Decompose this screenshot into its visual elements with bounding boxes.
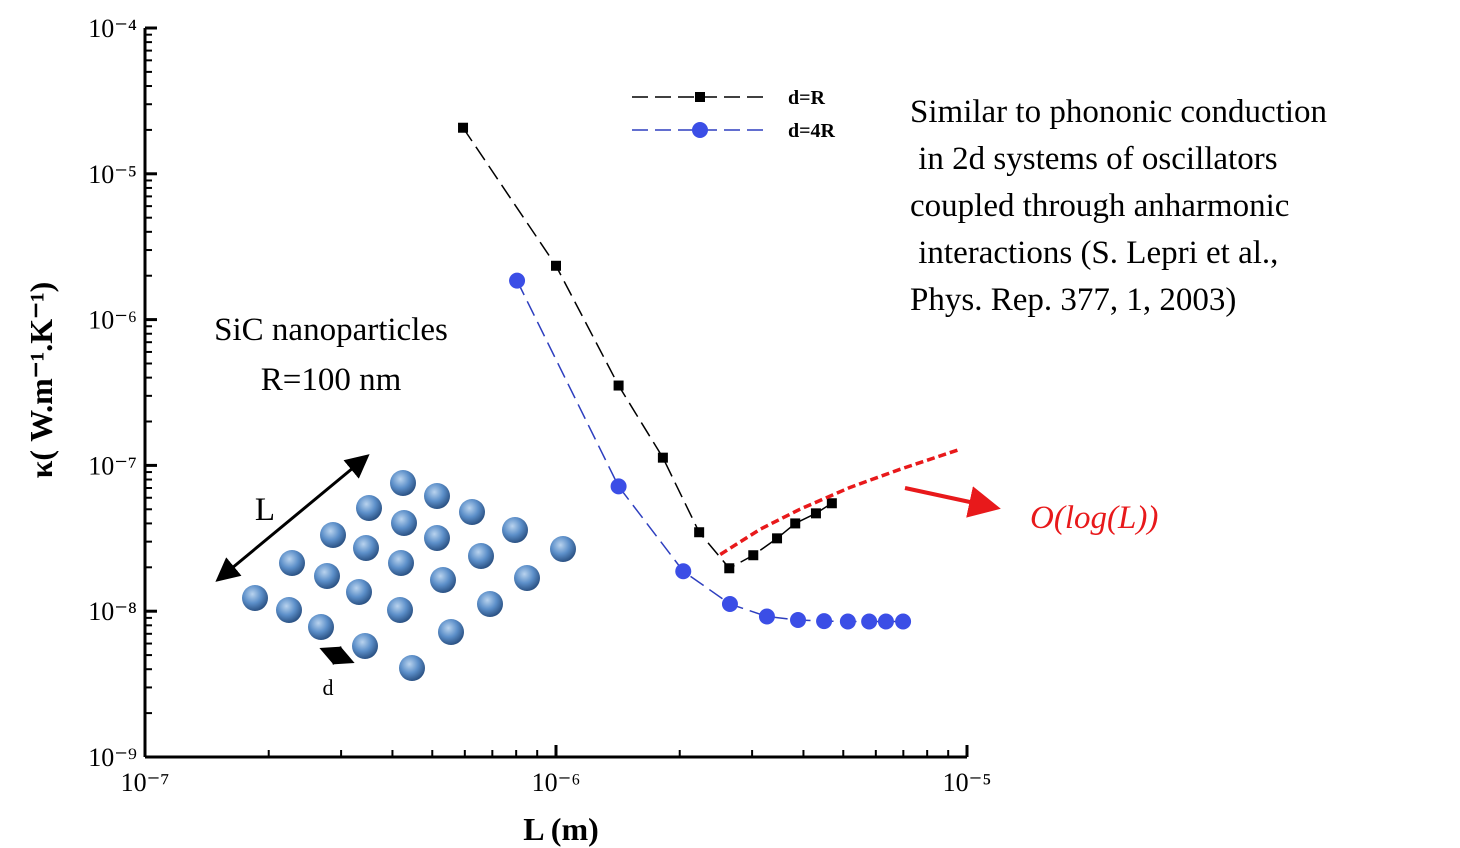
material-line: SiC nanoparticles [214,312,448,348]
x-tick-label: 10⁻⁷ [121,768,170,797]
data-point [877,613,894,630]
y-tick-label: 10⁻⁸ [88,597,137,626]
nanoparticle [468,543,494,569]
x-tick-label: 10⁻⁵ [943,768,992,797]
series-line [462,127,833,570]
nanoparticle [314,563,340,589]
inset-length-label: L [255,492,275,528]
nanoparticle [346,579,372,605]
legend-label: d=4R [788,120,836,142]
data-point [610,478,627,495]
note-line: coupled through anharmonic [910,188,1289,224]
nanoparticle [430,567,456,593]
data-point [657,452,668,463]
x-axis-label: L (m) [523,811,599,847]
y-tick-label: 10⁻⁷ [88,451,137,480]
data-point [790,612,807,629]
nanoparticle [353,535,379,561]
data-point [458,122,469,133]
data-point [758,608,775,625]
nanoparticle [320,522,346,548]
data-point [790,518,801,529]
data-point [810,508,821,519]
nanoparticle [242,585,268,611]
fit-arrow [904,486,1001,518]
nanoparticle [399,655,425,681]
data-point [839,613,856,630]
data-point [861,613,878,630]
data-point [748,550,759,561]
note-line: Phys. Rep. 377, 1, 2003) [910,282,1236,318]
length-arrow [215,454,370,582]
y-axis-label: κ( W.m⁻¹.K⁻¹) [23,282,59,479]
data-point [509,272,526,289]
series-line [516,280,904,623]
nanoparticle [308,614,334,640]
y-tick-label: 10⁻⁹ [88,743,137,772]
note-line: in 2d systems of oscillators [910,141,1278,177]
nanoparticle [352,633,378,659]
nanoparticle [477,591,503,617]
data-point [826,498,837,509]
nanoparticle [279,550,305,576]
data-point [895,613,912,630]
data-point [724,563,735,574]
material-line: R=100 nm [261,362,402,398]
nanoparticle [276,597,302,623]
data-point [613,380,624,391]
nanoparticle [424,525,450,551]
nanoparticle [387,597,413,623]
nanoparticle [514,565,540,591]
legend-marker [695,92,705,102]
fit-line [719,447,961,556]
y-tick-label: 10⁻⁶ [88,306,137,335]
note-line: interactions (S. Lepri et al., [910,235,1278,271]
nanoparticle [388,550,414,576]
data-point [772,533,783,544]
nanoparticle [390,470,416,496]
note-line: Similar to phononic conduction [910,94,1327,130]
data-point [694,527,705,538]
nanoparticle [459,499,485,525]
data-point [721,596,738,613]
nanoparticle [424,483,450,509]
data-point [551,260,561,271]
nanoparticle [550,536,576,562]
spacing-arrow [319,645,355,666]
nanoparticle [391,510,417,536]
legend-marker [692,122,708,138]
data-point [675,563,692,580]
y-tick-label: 10⁻⁵ [88,160,137,189]
nanoparticle [356,495,382,521]
data-point [816,613,833,630]
legend-label: d=R [788,87,826,109]
x-tick-label: 10⁻⁶ [532,768,581,797]
nanoparticle-illustration [242,470,576,681]
fit-label: O(log(L)) [1030,500,1158,536]
y-tick-label: 10⁻⁴ [88,14,137,43]
nanoparticle [438,619,464,645]
nanoparticle [502,517,528,543]
inset-spacing-label: d [323,675,334,700]
